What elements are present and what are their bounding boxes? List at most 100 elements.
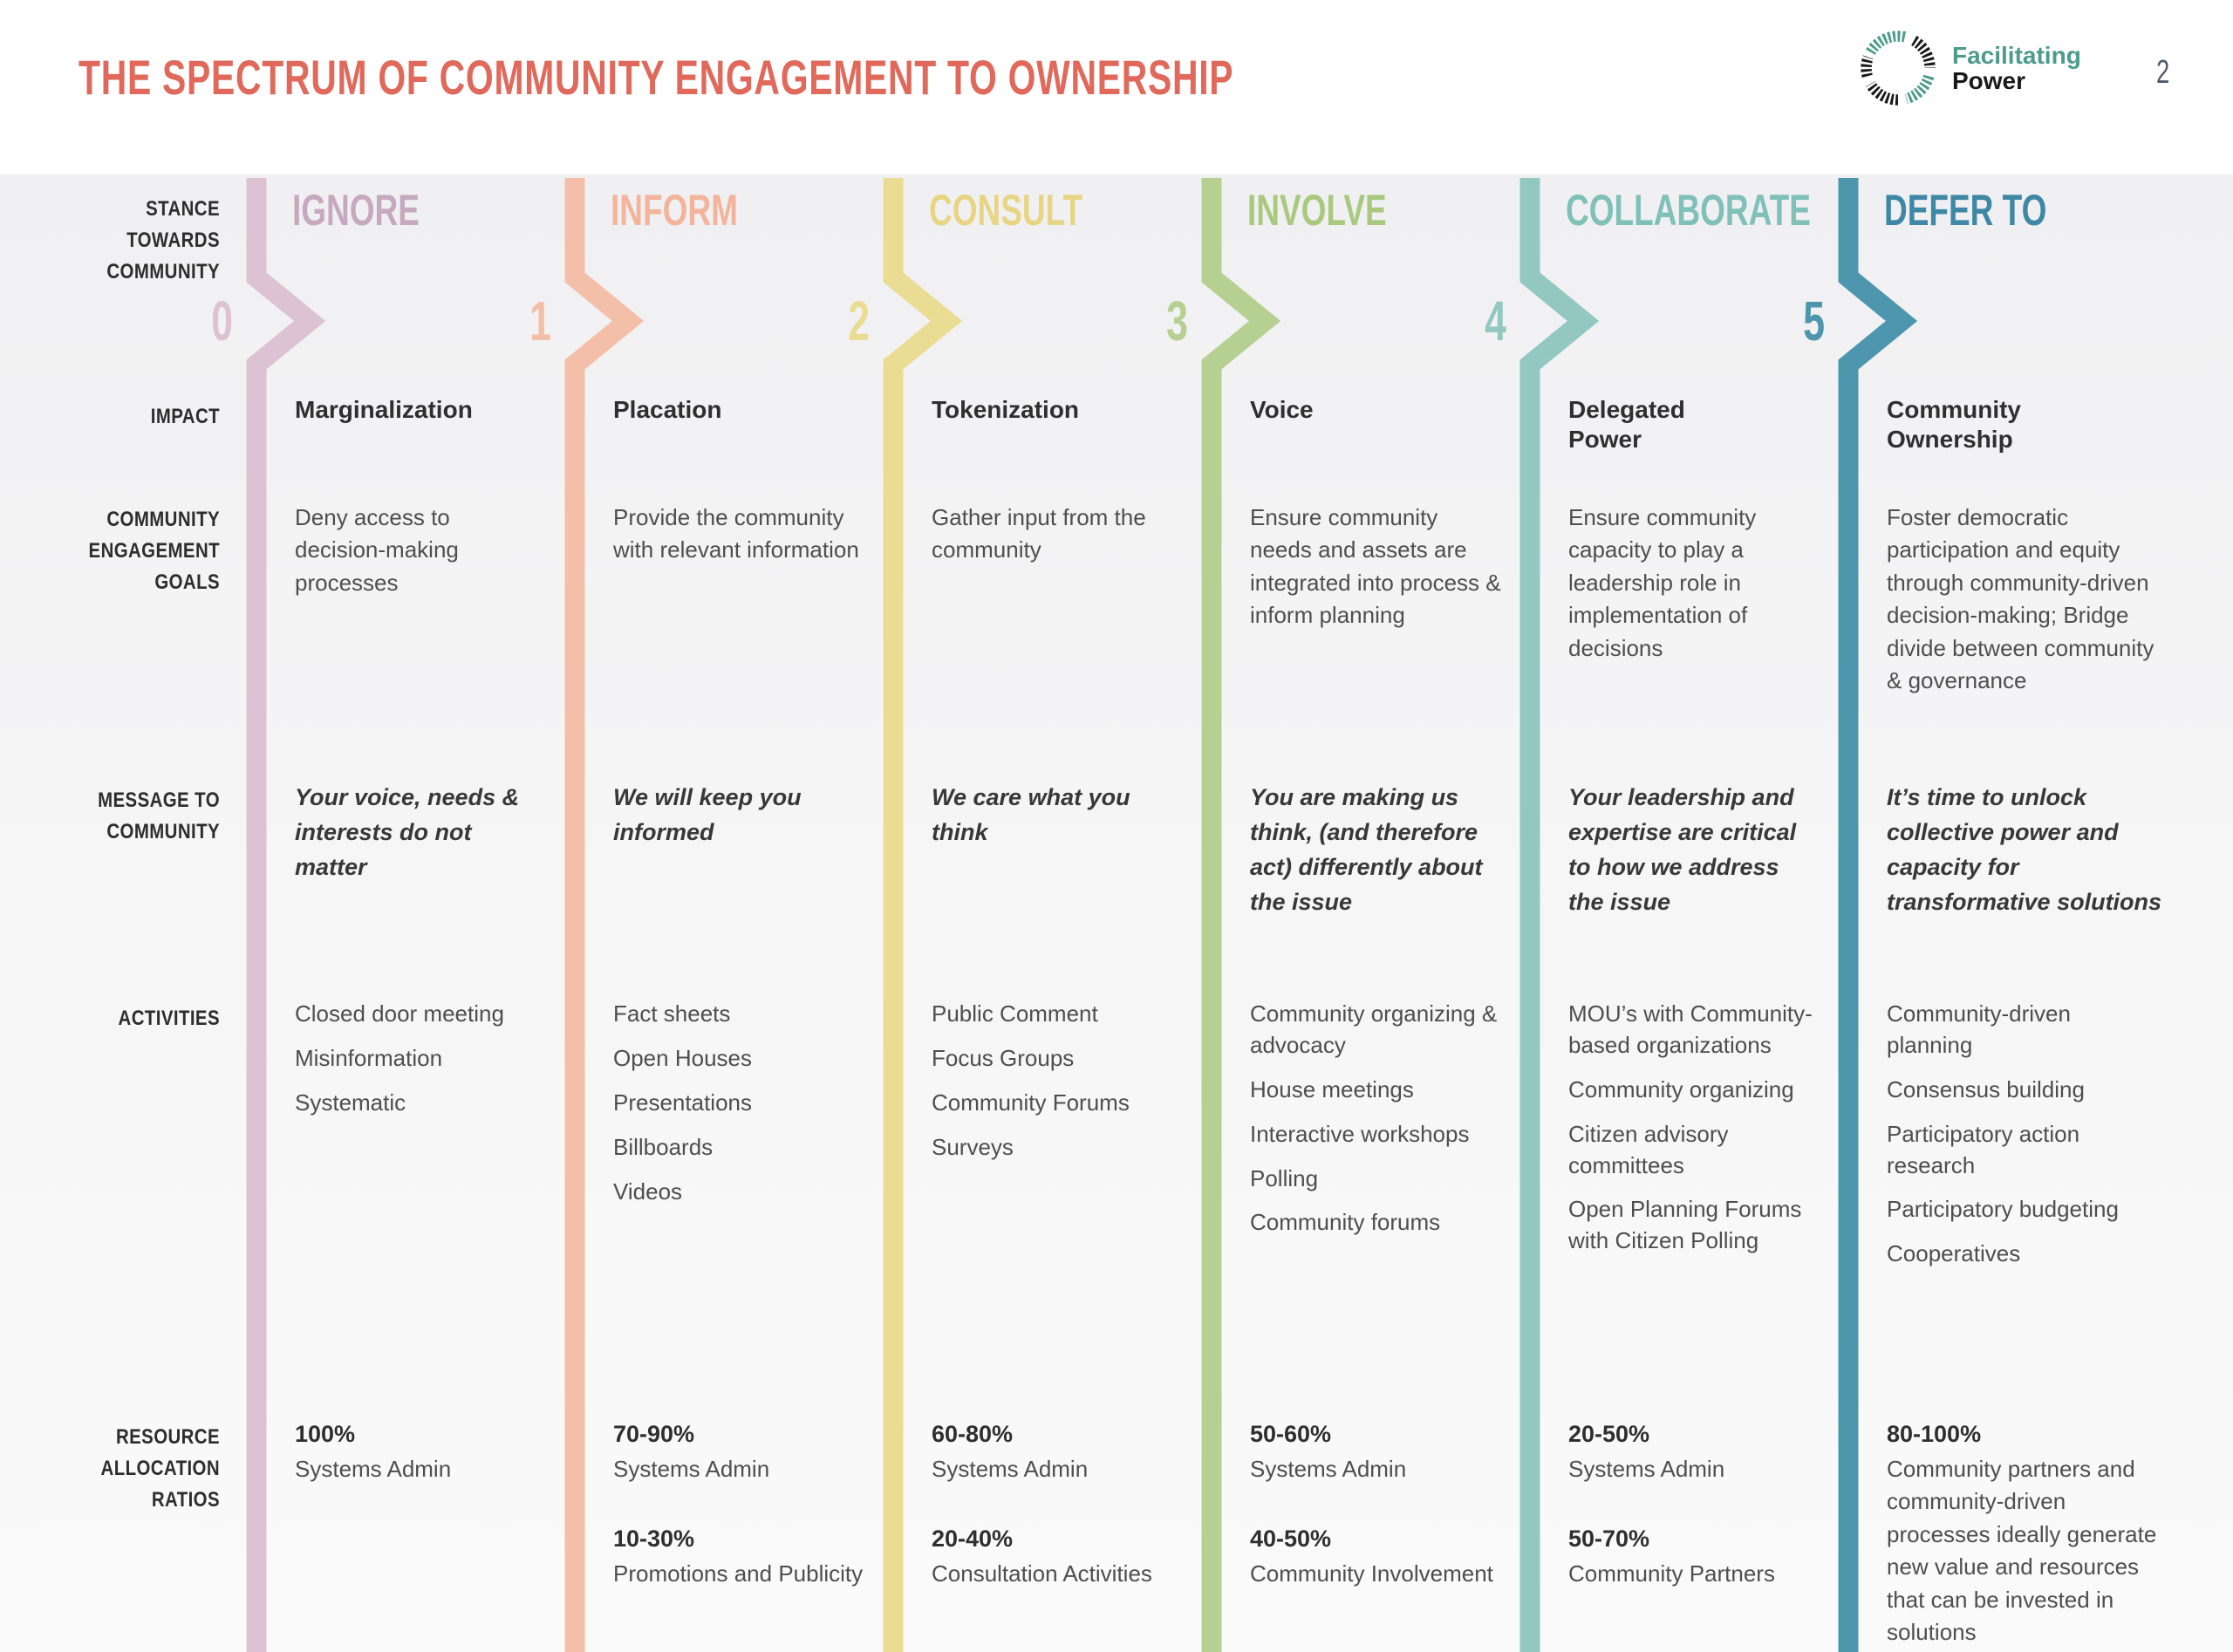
- resource-percentage: 10-30%: [613, 1526, 695, 1553]
- column-involve: 3 INVOLVE Voice Ensure community needs a…: [1166, 174, 1516, 1652]
- column-bar-chevron: [564, 178, 645, 1652]
- activity-item: Public Comment: [932, 1000, 1098, 1027]
- resource-percentage: 100%: [295, 1421, 356, 1447]
- activities-list: Public Comment Focus Groups Community Foru…: [932, 999, 1183, 1177]
- impact-cell: Delegated Power: [1568, 396, 1685, 454]
- column-header: CONSULT: [929, 186, 1083, 235]
- goal-cell: Ensure community capacity to play a lead…: [1568, 504, 1757, 661]
- activities-list: Community organizing & advocacy House mee…: [1250, 999, 1501, 1252]
- activity-item: Focus Groups: [932, 1044, 1075, 1071]
- resource-percentage: 20-40%: [932, 1526, 1014, 1553]
- activity-item: Misinformation: [295, 1044, 443, 1071]
- activity-item: Interactive workshops: [1250, 1120, 1470, 1147]
- activity-item: Closed door meeting: [295, 1000, 504, 1027]
- resource-label: Systems Admin: [295, 1455, 452, 1482]
- column-header: COLLABORATE: [1566, 186, 1811, 235]
- hands-circle-logo-icon: [1861, 31, 1936, 106]
- activity-item: Polling: [1250, 1164, 1319, 1191]
- resource-percentage: 60-80%: [932, 1421, 1014, 1447]
- resource-percentage: 70-90%: [613, 1421, 695, 1447]
- resources-list: 70-90% Systems Admin 10-30% Promotions and …: [613, 1417, 864, 1628]
- impact-cell: Marginalization: [295, 396, 473, 423]
- resource-label: Promotions and Publicity: [613, 1560, 864, 1587]
- activity-item: Community organizing & advocacy: [1250, 1000, 1498, 1058]
- row-label-stance: STANCE TOWARDS COMMUNITY: [106, 197, 220, 283]
- goal-cell: Foster democratic participation and equi…: [1887, 504, 2154, 694]
- message-cell: Your leadership and expertise are critic…: [1568, 784, 1797, 915]
- activity-item: Fact sheets: [613, 1000, 731, 1027]
- resource-item: 80-100% Community partners and community-…: [1887, 1417, 2162, 1649]
- resource-item: 10-30% Promotions and Publicity: [613, 1522, 864, 1590]
- logo-text-power: Power: [1952, 67, 2026, 94]
- resource-percentage: 40-50%: [1250, 1526, 1332, 1553]
- activity-item: Videos: [613, 1178, 683, 1205]
- column-bar-chevron: [1201, 178, 1281, 1652]
- page-title: THE SPECTRUM OF COMMUNITY ENGAGEMENT TO …: [79, 50, 1234, 105]
- resource-label: Community Involvement: [1250, 1560, 1493, 1587]
- resource-item: 100% Systems Admin: [295, 1417, 546, 1485]
- activity-item: Community forums: [1250, 1209, 1441, 1236]
- resource-percentage: 50-60%: [1250, 1421, 1332, 1447]
- activity-item: MOU’s with Community-based organizations: [1568, 1000, 1813, 1058]
- resources-list: 80-100% Community partners and community-…: [1887, 1417, 2162, 1652]
- activity-item: Systematic: [295, 1089, 406, 1116]
- column-consult: 2 CONSULT Tokenization Gather input from…: [848, 174, 1198, 1652]
- column-bar-chevron: [1519, 178, 1600, 1652]
- resource-label: Systems Admin: [1250, 1455, 1407, 1482]
- column-header: IGNORE: [292, 186, 420, 235]
- activity-item: Community organizing: [1568, 1075, 1794, 1102]
- stage-number: 2: [848, 290, 870, 352]
- column-defer-to: 5 DEFER TO Community Ownership Foster de…: [1803, 174, 2161, 1652]
- activity-item: Billboards: [613, 1133, 714, 1160]
- logo-text-facilitating: Facilitating: [1952, 41, 2081, 69]
- resource-label: Systems Admin: [1568, 1455, 1725, 1482]
- activities-list: Fact sheets Open Houses Presentations Billb…: [613, 999, 864, 1220]
- logo-wordmark: Facilitating Power: [1952, 43, 2081, 93]
- resources-list: 60-80% Systems Admin 20-40% Consultation Ac…: [932, 1417, 1183, 1628]
- resources-list: 100% Systems Admin: [295, 1417, 546, 1522]
- header-band: THE SPECTRUM OF COMMUNITY ENGAGEMENT TO …: [0, 0, 2233, 174]
- impact-cell: Voice: [1250, 396, 1314, 423]
- goal-cell: Gather input from the community: [932, 504, 1146, 563]
- message-cell: Your voice, needs & interests do not mat…: [295, 784, 520, 880]
- resource-label: Community partners and community-driven …: [1887, 1455, 2157, 1646]
- resource-label: Systems Admin: [613, 1455, 770, 1482]
- activities-list: Community-driven planning Consensus build…: [1887, 999, 2162, 1283]
- activity-item: Participatory budgeting: [1887, 1196, 2119, 1223]
- impact-cell: Placation: [613, 396, 722, 423]
- stage-number: 4: [1485, 290, 1506, 352]
- column-ignore: 0 IGNORE Marginalization Deny access to …: [211, 174, 561, 1652]
- resource-item: 60-80% Systems Admin: [932, 1417, 1183, 1485]
- message-cell: It’s time to unlock collective power and…: [1887, 784, 2162, 915]
- page-number: 2: [2156, 54, 2170, 91]
- goal-cell: Deny access to decision-making processes: [295, 504, 459, 596]
- resource-item: 70-90% Systems Admin: [613, 1417, 864, 1485]
- activity-item: Presentations: [613, 1089, 752, 1116]
- impact-cell: Tokenization: [932, 396, 1080, 423]
- stage-number: 0: [211, 290, 233, 352]
- activity-item: Community-driven planning: [1887, 1000, 2071, 1058]
- column-header: DEFER TO: [1884, 186, 2047, 235]
- resource-item: 40-50% Community Involvement: [1250, 1522, 1501, 1590]
- activities-list: MOU’s with Community-based organizations…: [1568, 999, 1820, 1270]
- stage-number: 1: [529, 290, 551, 352]
- activity-item: Open Planning Forums with Citizen Pollin…: [1568, 1196, 1802, 1254]
- resource-percentage: 50-70%: [1568, 1526, 1650, 1553]
- column-bar-chevron: [1838, 178, 1918, 1652]
- resources-list: 20-50% Systems Admin 50-70% Community Partn…: [1568, 1417, 1820, 1628]
- activity-item: Surveys: [932, 1133, 1014, 1160]
- stage-number: 3: [1166, 290, 1188, 352]
- message-cell: You are making us think, (and therefore …: [1250, 784, 1483, 915]
- message-cell: We will keep you informed: [613, 784, 802, 845]
- facilitating-power-logo: Facilitating Power: [1856, 26, 2081, 110]
- resource-percentage: 80-100%: [1887, 1421, 1982, 1447]
- goal-cell: Ensure community needs and assets are in…: [1250, 504, 1501, 629]
- activity-item: Citizen advisory committees: [1568, 1120, 1729, 1178]
- message-cell: We care what you think: [932, 784, 1130, 845]
- resource-label: Systems Admin: [932, 1455, 1089, 1482]
- column-header: INVOLVE: [1247, 186, 1387, 235]
- activity-item: Community Forums: [932, 1089, 1130, 1116]
- row-label-activities: ACTIVITIES: [118, 1007, 220, 1030]
- spectrum-table: STANCE TOWARDS COMMUNITY IMPACT COMMUNIT…: [0, 174, 2233, 1652]
